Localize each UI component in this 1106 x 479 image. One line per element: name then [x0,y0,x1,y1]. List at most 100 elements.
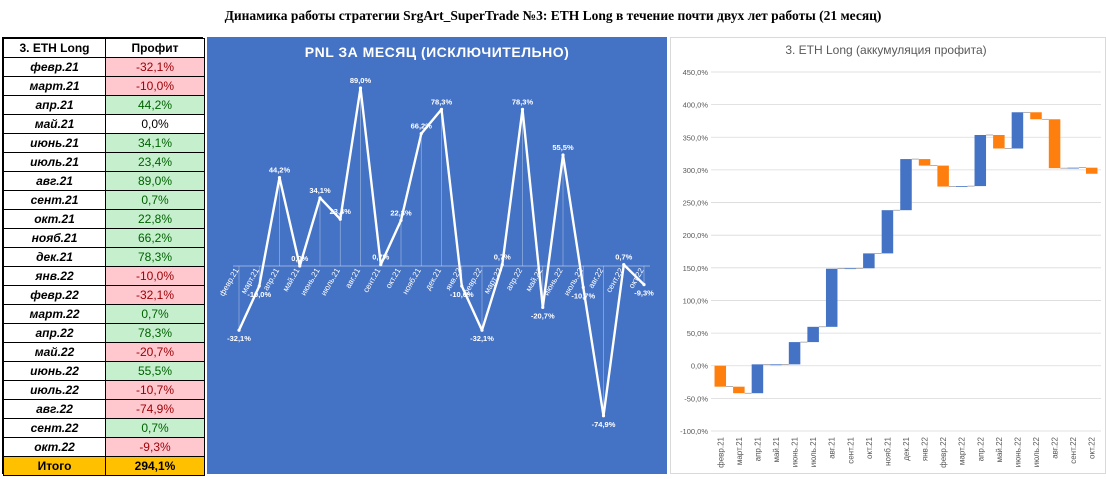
waterfall-y-tick-label: 300,0% [683,166,709,175]
waterfall-y-tick-label: 350,0% [683,133,709,142]
table-row: февр.22 -32,1% [3,285,205,305]
total-label: Итого [3,456,106,476]
pnl-data-point [379,263,383,267]
pnl-data-point [520,107,525,111]
month-cell: май.22 [3,342,106,362]
cumulative-chart-panel: 3. ETH Long (аккумуляция профита) -100,0%… [670,37,1106,474]
waterfall-y-tick-label: 200,0% [683,231,709,240]
table-body: февр.21 -32,1% март.21 -10,0% апр.21 44,2% май… [3,57,205,476]
profit-cell: 22,8% [105,209,205,229]
profit-cell: 66,2% [105,228,205,248]
pnl-category-label: апр.22 [504,266,524,292]
pnl-data-label: 34,1% [309,186,331,195]
pnl-data-label: -10,0% [247,290,271,299]
pnl-data-label: 23,4% [330,207,352,216]
profit-cell: -32,1% [105,57,205,77]
waterfall-bar [714,365,727,387]
pnl-data-point [541,305,545,309]
profit-cell: 78,3% [105,323,205,343]
month-cell: июнь.22 [3,361,106,381]
pnl-data-point [622,263,626,267]
month-cell: июль.21 [3,152,106,172]
profit-cell: 34,1% [105,133,205,153]
profit-table-panel: 3. ETH Long Профит февр.21 -32,1% март.21-… [2,37,205,476]
waterfall-category-label: июль.22 [1032,436,1041,467]
table-row: авг.21 89,0% [3,171,205,191]
profit-cell: 44,2% [105,95,205,115]
profit-cell: 0,7% [105,190,205,210]
waterfall-y-tick-label: 400,0% [683,101,709,110]
pnl-data-label: 0,7% [615,253,632,262]
waterfall-category-label: май.21 [772,436,781,462]
waterfall-bar [1048,119,1061,169]
waterfall-category-label: сент.21 [846,436,855,463]
table-header-row: 3. ETH Long Профит [3,38,205,58]
pnl-data-label: -32,1% [470,334,494,343]
pnl-data-label: 0,7% [494,253,511,262]
pnl-data-label: 44,2% [269,166,291,175]
pnl-data-point [581,285,585,289]
month-cell: дек.21 [3,247,106,267]
pnl-category-label: авг.22 [587,266,606,290]
month-cell: апр.22 [3,323,106,343]
profit-cell: 89,0% [105,171,205,191]
waterfall-bar [937,165,949,187]
table-row: дек.21 78,3% [3,247,205,267]
pnl-data-point [439,107,444,111]
month-cell: янв.22 [3,266,106,286]
waterfall-y-tick-label: 450,0% [683,68,709,77]
pnl-data-label: -9,3% [634,289,654,298]
waterfall-bar [1067,167,1079,169]
waterfall-category-label: окт.21 [865,436,874,458]
pnl-category-label: апр.21 [261,266,281,292]
month-cell: февр.22 [3,285,106,305]
pnl-category-label: май.21 [281,266,302,293]
pnl-category-label: авг.21 [344,266,363,290]
pnl-data-label: 78,3% [512,97,534,106]
table-row: сент.21 0,7% [3,190,205,210]
total-row: Итого 294,1% [3,456,205,476]
profit-cell: 0,7% [105,418,205,438]
month-cell: март.21 [3,76,106,96]
waterfall-bar [993,134,1005,149]
month-cell: апр.21 [3,95,106,115]
waterfall-category-label: июнь.22 [1013,436,1022,467]
table-row: окт.22 -9,3% [3,437,205,457]
pnl-data-label: -10,0% [450,290,474,299]
waterfall-category-label: окт.22 [1088,436,1097,458]
waterfall-category-label: сент.22 [1069,436,1078,463]
profit-cell: -32,1% [105,285,205,305]
pnl-data-point [257,284,261,288]
pnl-data-point [500,263,504,267]
waterfall-bar [881,210,894,254]
pnl-data-point [460,284,464,288]
month-cell: нояб.21 [3,228,106,248]
waterfall-category-label: июнь.21 [791,436,800,467]
month-cell: сент.22 [3,418,106,438]
profit-cell: 0,7% [105,304,205,324]
waterfall-bar [974,134,987,187]
total-value: 294,1% [105,456,205,476]
pnl-data-point [601,414,606,418]
profit-cell: -74,9% [105,399,205,419]
table-row: авг.22 -74,9% [3,399,205,419]
pnl-data-label: 55,5% [552,143,574,152]
waterfall-y-tick-label: 250,0% [683,199,709,208]
waterfall-bar [788,342,801,365]
waterfall-bar [863,253,875,269]
profit-cell: -10,7% [105,380,205,400]
waterfall-bar [733,386,745,394]
profit-cell: 23,4% [105,152,205,172]
waterfall-category-label: апр.21 [753,436,762,461]
waterfall-bar [770,364,782,366]
waterfall-category-label: апр.22 [976,436,985,461]
month-cell: окт.22 [3,437,106,457]
table-row: апр.22 78,3% [3,323,205,343]
waterfall-category-label: февр.21 [716,436,725,467]
waterfall-category-label: март.22 [958,436,967,465]
waterfall-y-tick-label: 150,0% [683,264,709,273]
waterfall-bar [955,186,968,187]
profit-cell: -20,7% [105,342,205,362]
waterfall-category-label: нояб.21 [883,436,892,465]
waterfall-bar [1030,112,1042,120]
